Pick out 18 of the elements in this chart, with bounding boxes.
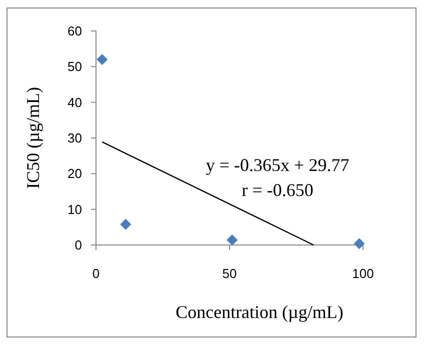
point [226, 234, 238, 246]
point [96, 54, 108, 66]
y-tick-label: 20 [68, 166, 82, 182]
y-tick-label: 50 [68, 59, 82, 74]
x-tick-label: 0 [92, 266, 100, 281]
point [354, 238, 365, 250]
x-axis-title: Concentration (µg/mL) [176, 302, 344, 322]
x-tick-label: 50 [222, 266, 237, 281]
annotation: y = -0.365x + 29.77 [206, 155, 350, 175]
annotation: r = -0.650 [242, 180, 314, 200]
y-tick-label: 30 [68, 130, 82, 146]
point [120, 218, 132, 230]
y-tick-label: 60 [68, 24, 82, 39]
y-axis-title: IC50 (µg/mL) [23, 87, 43, 189]
y-tick-label: 40 [68, 94, 82, 110]
y-tick-label: 0 [74, 238, 82, 253]
x-tick-label: 100 [352, 266, 374, 281]
y-tick-label: 10 [68, 202, 82, 217]
